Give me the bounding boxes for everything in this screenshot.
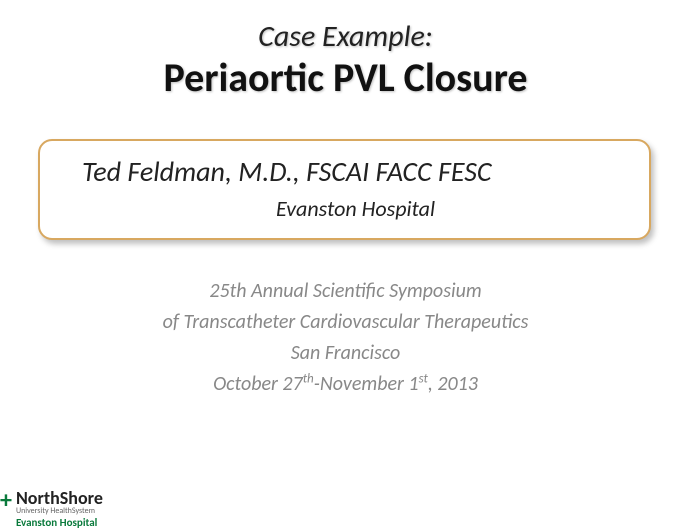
author-affiliation: Evanston Hospital bbox=[82, 195, 629, 222]
event-date-post: , 2013 bbox=[428, 372, 478, 396]
logo-text: NorthShore University HealthSystem Evans… bbox=[16, 489, 103, 528]
title-subtitle: Case Example: bbox=[0, 18, 691, 55]
event-block: 25th Annual Scientific Symposium of Tran… bbox=[0, 276, 691, 400]
logo-main-text: NorthShore bbox=[16, 489, 103, 507]
title-main: Periaortic PVL Closure bbox=[0, 55, 691, 101]
title-block: Case Example: Periaortic PVL Closure bbox=[0, 18, 691, 101]
logo-sub1-text: University HealthSystem bbox=[16, 507, 103, 515]
slide-container: Case Example: Periaortic PVL Closure Ted… bbox=[0, 0, 691, 532]
logo-sub2-text: Evanston Hospital bbox=[16, 517, 103, 528]
event-date-pre: October 27 bbox=[213, 372, 303, 396]
event-line-2: of Transcatheter Cardiovascular Therapeu… bbox=[0, 307, 691, 338]
event-line-4: October 27th-November 1st, 2013 bbox=[0, 369, 691, 400]
footer-logo: + NorthShore University HealthSystem Eva… bbox=[0, 489, 103, 528]
author-box: Ted Feldman, M.D., FSCAI FACC FESC Evans… bbox=[38, 139, 651, 240]
event-date-sup2: st bbox=[419, 371, 428, 386]
author-name: Ted Feldman, M.D., FSCAI FACC FESC bbox=[82, 155, 629, 189]
event-line-3: San Francisco bbox=[0, 338, 691, 369]
plus-icon: + bbox=[0, 489, 12, 513]
event-date-sup1: th bbox=[303, 371, 314, 386]
event-date-mid: -November 1 bbox=[314, 372, 419, 396]
event-line-1: 25th Annual Scientific Symposium bbox=[0, 276, 691, 307]
